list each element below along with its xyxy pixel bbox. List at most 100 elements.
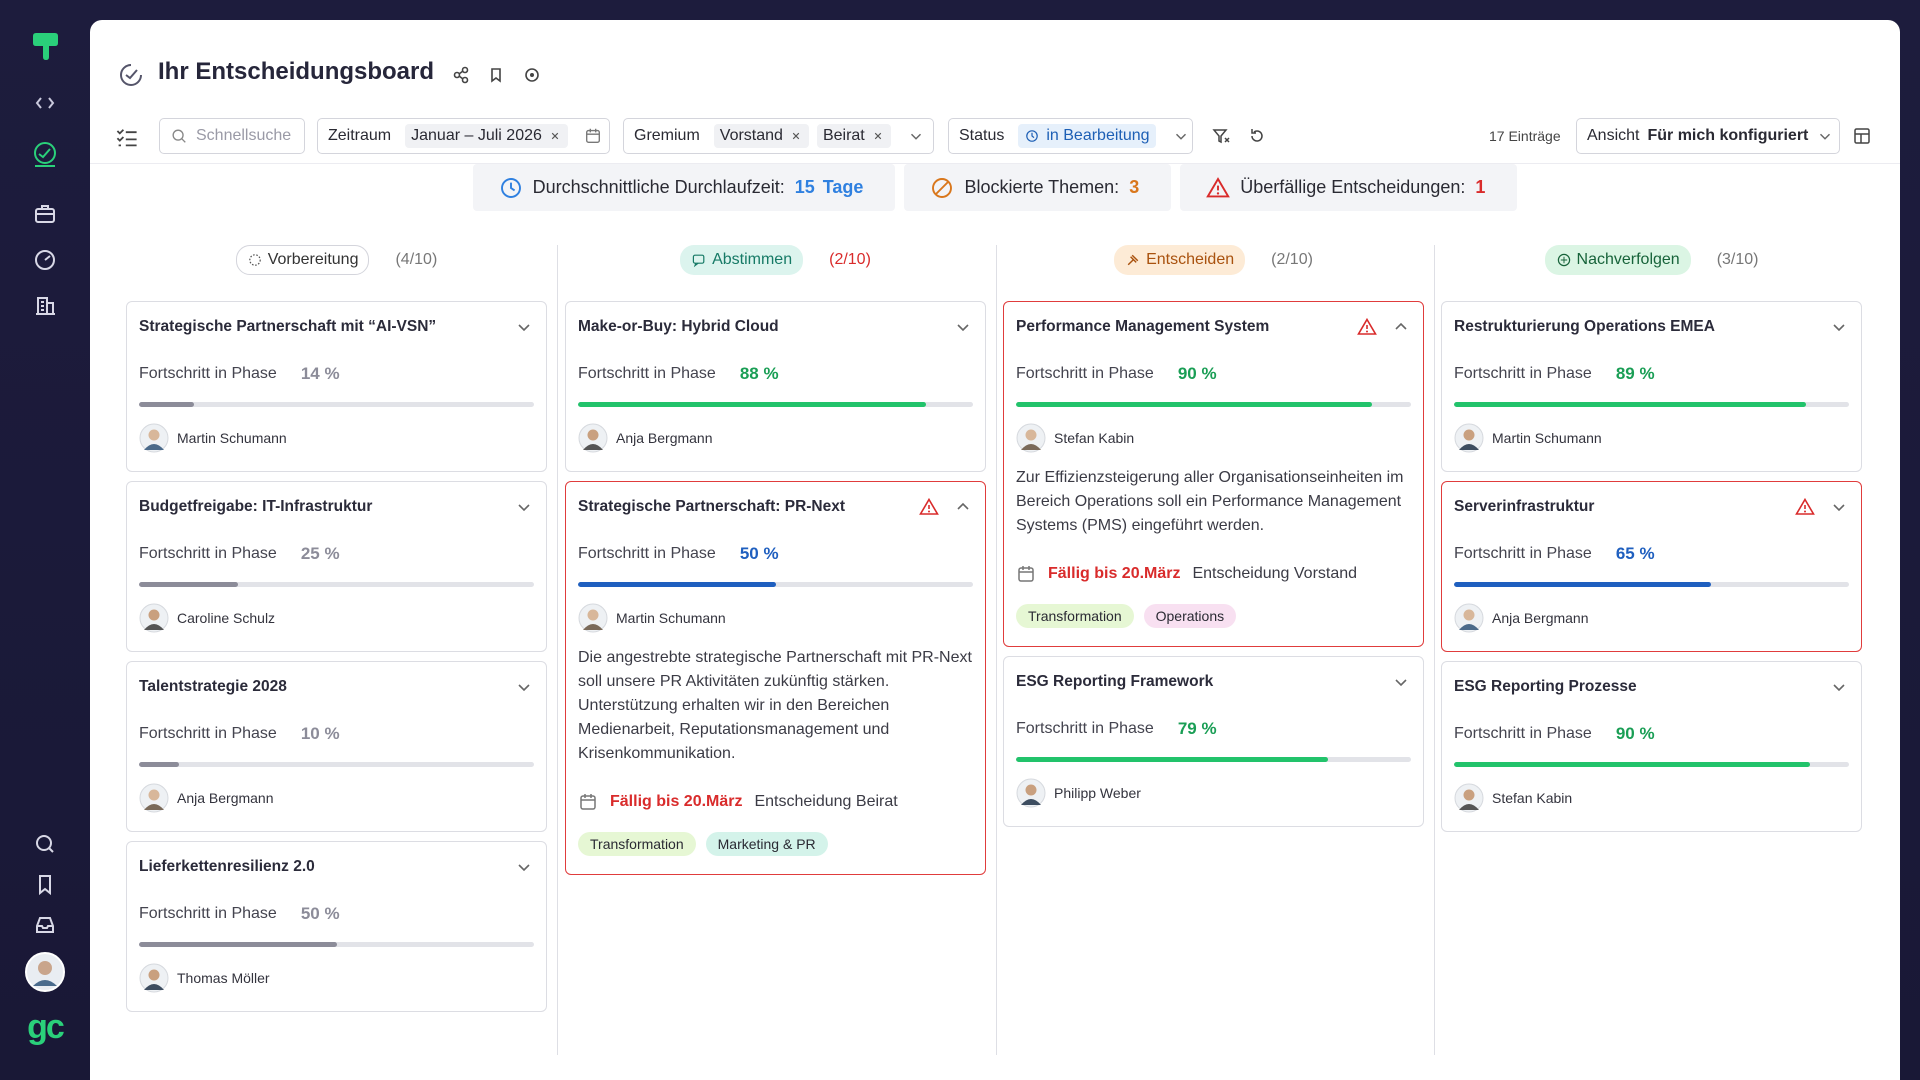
- progress-label: Fortschritt in Phase: [1454, 365, 1592, 382]
- dropdown-button[interactable]: [1172, 127, 1190, 145]
- due-date: Fällig bis 20.März: [610, 793, 743, 810]
- tag[interactable]: Transformation: [1016, 604, 1134, 628]
- card-title: Restrukturierung Operations EMEA: [1454, 318, 1715, 335]
- refresh[interactable]: [1247, 126, 1267, 146]
- card-title: Make-or-Buy: Hybrid Cloud: [578, 318, 779, 335]
- card-icons: [953, 317, 973, 337]
- owner-name: Anja Bergmann: [1492, 610, 1589, 626]
- card-icons: [514, 317, 534, 337]
- progress-value: 90 %: [1615, 724, 1655, 743]
- expand-toggle[interactable]: [1391, 672, 1411, 692]
- view-select[interactable]: Ansicht Für mich konfiguriert: [1576, 118, 1840, 154]
- dropdown-button[interactable]: [907, 127, 925, 145]
- filter-chip[interactable]: Beirat: [816, 124, 891, 148]
- phase-badge[interactable]: Abstimmen: [680, 245, 804, 275]
- search-box[interactable]: Schnellsuche: [159, 118, 305, 154]
- expand-toggle[interactable]: [1829, 677, 1849, 697]
- nav-inbox[interactable]: [30, 910, 60, 940]
- decision-card[interactable]: Talentstrategie 2028 Fortschritt in Phase…: [126, 661, 547, 832]
- filter[interactable]: Status in Bearbeitung: [948, 118, 1193, 154]
- owner: Anja Bergmann: [1454, 603, 1849, 633]
- phase-badge[interactable]: Entscheiden: [1114, 245, 1246, 275]
- phase-badge[interactable]: Vorbereitung: [235, 245, 370, 275]
- search-placeholder: Schnellsuche: [196, 127, 292, 144]
- due-date: Fällig bis 20.März: [1048, 565, 1181, 582]
- filter-reset[interactable]: [1211, 126, 1231, 146]
- expand-toggle[interactable]: [953, 497, 973, 517]
- decision-card[interactable]: Budgetfreigabe: IT-Infrastruktur Fortschr…: [126, 481, 547, 652]
- decision-card[interactable]: ESG Reporting Prozesse Fortschritt in Pha…: [1441, 661, 1862, 832]
- progress-row: Fortschritt in Phase 90 %: [1016, 362, 1411, 386]
- nav-board[interactable]: [30, 140, 60, 170]
- column-header: Vorbereitung (4/10): [126, 245, 547, 275]
- due-row: Fällig bis 20.März Entscheidung Beirat: [578, 790, 973, 814]
- stat: Blockierte Themen: 3: [904, 164, 1172, 211]
- decision-card[interactable]: Make-or-Buy: Hybrid Cloud Fortschritt in …: [565, 301, 986, 472]
- card-title-row: Serverinfrastruktur: [1454, 492, 1849, 522]
- stat-value: 15: [794, 177, 815, 197]
- chip-remove[interactable]: [789, 129, 803, 143]
- toolbar: Schnellsuche Zeitraum Januar – Juli 2026 Gr…: [90, 98, 1900, 164]
- card-title: Performance Management System: [1016, 318, 1270, 335]
- decision-card[interactable]: ESG Reporting Framework Fortschritt in Ph…: [1003, 656, 1424, 827]
- card-icons: [919, 497, 973, 517]
- nav-dashboard[interactable]: [30, 245, 60, 275]
- progress-label: Fortschritt in Phase: [139, 365, 277, 382]
- filter[interactable]: Gremium Vorstand Beirat: [623, 118, 934, 154]
- progress-bar: [1454, 582, 1711, 587]
- card-icons: [514, 857, 534, 877]
- layout-toggle[interactable]: [1852, 126, 1872, 146]
- decision-card[interactable]: Lieferkettenresilienz 2.0 Fortschritt in …: [126, 841, 547, 1012]
- nav-bookmarks[interactable]: [30, 869, 60, 899]
- collapse-toggle[interactable]: [30, 88, 60, 118]
- tag[interactable]: Operations: [1143, 604, 1237, 628]
- decision-card[interactable]: Restrukturierung Operations EMEA Fortschr…: [1441, 301, 1862, 472]
- phase-badge[interactable]: Nachverfolgen: [1544, 245, 1691, 275]
- decision-body: Entscheidung Beirat: [754, 793, 898, 810]
- nav-search[interactable]: [30, 829, 60, 859]
- list-toggle[interactable]: [115, 125, 139, 149]
- dropdown-button[interactable]: [1816, 127, 1834, 145]
- progress-bar: [139, 762, 179, 767]
- header-actions[interactable]: [452, 65, 572, 85]
- tag[interactable]: Marketing & PR: [705, 832, 828, 856]
- expand-toggle[interactable]: [1391, 317, 1411, 337]
- filter-chip[interactable]: in Bearbeitung: [1018, 124, 1156, 148]
- column-header: Nachverfolgen (3/10): [1441, 245, 1862, 275]
- expand-toggle[interactable]: [1829, 497, 1849, 517]
- filter-chip[interactable]: Januar – Juli 2026: [405, 124, 568, 148]
- owner-avatar: [139, 963, 169, 993]
- logo-icon[interactable]: [29, 30, 61, 62]
- card-title-row: Strategische Partnerschaft: PR-Next: [578, 492, 973, 522]
- expand-toggle[interactable]: [1829, 317, 1849, 337]
- expand-toggle[interactable]: [514, 497, 534, 517]
- decision-card[interactable]: Strategische Partnerschaft mit “AI-VSN” F…: [126, 301, 547, 472]
- tag[interactable]: Transformation: [578, 832, 696, 856]
- progress-row: Fortschritt in Phase 50 %: [139, 902, 534, 926]
- expand-toggle[interactable]: [953, 317, 973, 337]
- warning-icon: [1357, 317, 1377, 337]
- decision-card[interactable]: Serverinfrastruktur Fortschritt in Phase 6…: [1441, 481, 1862, 652]
- decision-card[interactable]: Performance Management System Fortschritt…: [1003, 301, 1424, 647]
- expand-toggle[interactable]: [514, 317, 534, 337]
- user-avatar[interactable]: [25, 952, 65, 992]
- progress-value: 89 %: [1615, 364, 1655, 383]
- progress-value: 10 %: [300, 724, 340, 743]
- stat-value: 1: [1475, 177, 1486, 197]
- column-header: Entscheiden (2/10): [1003, 245, 1424, 275]
- brand: gc: [27, 1008, 65, 1046]
- phase-name: Abstimmen: [712, 251, 793, 268]
- decision-card[interactable]: Strategische Partnerschaft: PR-Next Forts…: [565, 481, 986, 875]
- filter[interactable]: Zeitraum Januar – Juli 2026: [317, 118, 610, 154]
- chip-remove[interactable]: [871, 129, 885, 143]
- expand-toggle[interactable]: [514, 677, 534, 697]
- chip-remove[interactable]: [548, 129, 562, 143]
- nav-portfolio[interactable]: [30, 199, 60, 229]
- filter-chip[interactable]: Vorstand: [713, 124, 809, 148]
- nav-organisation[interactable]: [30, 290, 60, 320]
- expand-toggle[interactable]: [514, 857, 534, 877]
- card-title-row: ESG Reporting Framework: [1016, 667, 1411, 697]
- progress-bar: [1016, 402, 1372, 407]
- chip-text: Januar – Juli 2026: [411, 127, 542, 144]
- calendar-button[interactable]: [584, 127, 602, 145]
